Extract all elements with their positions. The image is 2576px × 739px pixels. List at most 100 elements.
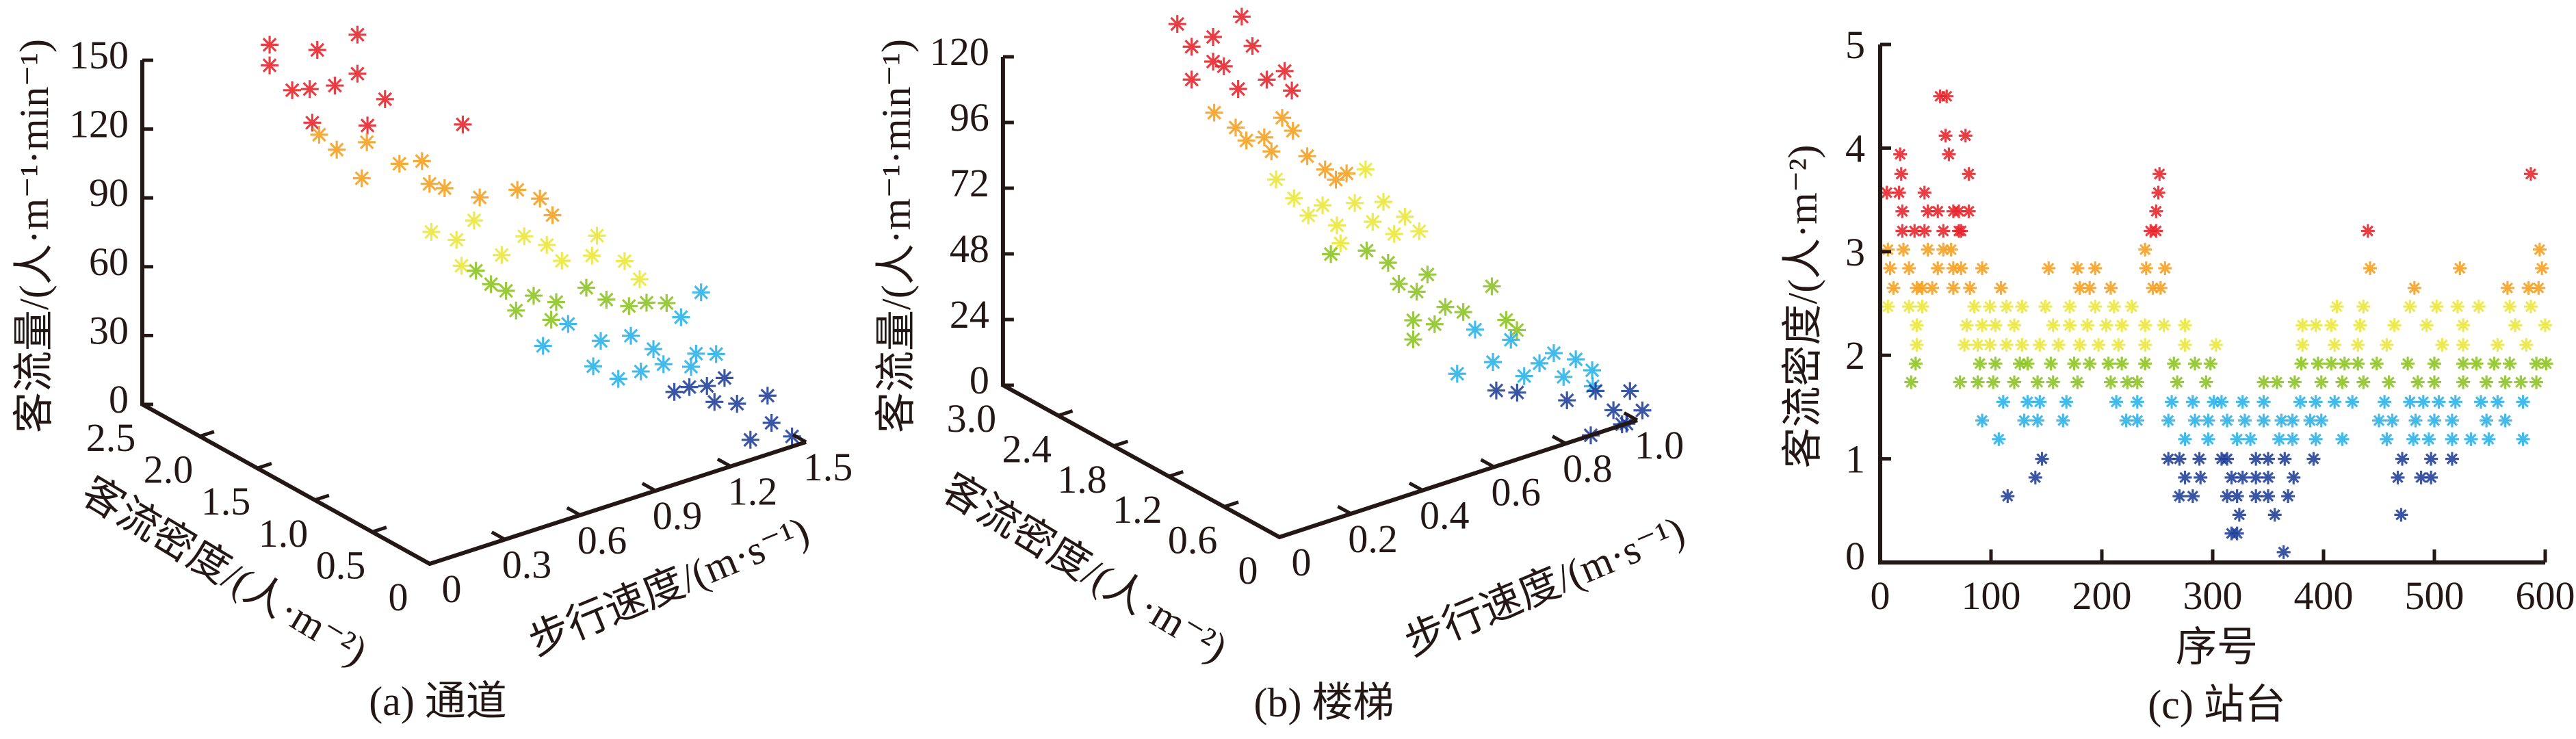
data-point bbox=[2363, 261, 2378, 276]
asterisk-stroke bbox=[2425, 471, 2437, 484]
data-point bbox=[2380, 432, 2394, 446]
data-point bbox=[2267, 508, 2282, 522]
data-point bbox=[762, 413, 781, 432]
data-point bbox=[2337, 356, 2352, 371]
asterisk-stroke bbox=[1485, 279, 1499, 294]
asterisk-stroke bbox=[1968, 300, 1980, 313]
data-point bbox=[741, 430, 759, 449]
asterisk-stroke bbox=[1954, 376, 1966, 388]
asterisk-stroke bbox=[2250, 490, 2262, 502]
asterisk-stroke bbox=[1916, 300, 1928, 313]
asterisk-stroke bbox=[1622, 384, 1637, 398]
asterisk-stroke bbox=[1905, 376, 1917, 388]
asterisk-stroke bbox=[1897, 225, 1908, 237]
flow-tick-label: 0 bbox=[109, 377, 129, 422]
asterisk-stroke bbox=[617, 254, 632, 268]
data-point bbox=[2351, 338, 2365, 352]
asterisk-stroke bbox=[611, 372, 626, 386]
asterisk-stroke bbox=[536, 339, 551, 353]
asterisk-stroke bbox=[1943, 148, 1955, 160]
x-tick-label: 500 bbox=[2405, 573, 2464, 618]
data-point bbox=[1953, 375, 1967, 389]
asterisk-stroke bbox=[623, 328, 638, 343]
asterisk-stroke bbox=[526, 288, 541, 303]
asterisk-stroke bbox=[2408, 282, 2421, 294]
data-point bbox=[680, 378, 699, 396]
data-point bbox=[1356, 160, 1375, 179]
data-point bbox=[1986, 375, 2001, 389]
axis-lines bbox=[140, 60, 807, 567]
asterisk-stroke bbox=[2105, 376, 2117, 388]
data-point bbox=[1375, 193, 1393, 211]
data-point bbox=[2453, 261, 2467, 276]
data-point bbox=[2356, 375, 2371, 389]
data-point bbox=[467, 261, 485, 280]
axis-lines bbox=[1000, 57, 1638, 540]
data-point bbox=[2308, 395, 2323, 409]
data-point bbox=[2538, 318, 2552, 333]
data-point bbox=[413, 152, 431, 170]
data-point bbox=[2276, 545, 2291, 559]
asterisk-stroke bbox=[329, 142, 344, 157]
data-point bbox=[2214, 395, 2228, 409]
data-point bbox=[2382, 375, 2396, 389]
data-point bbox=[553, 252, 571, 270]
data-point bbox=[1975, 413, 1990, 428]
asterisk-stroke bbox=[2045, 358, 2057, 370]
asterisk-stroke bbox=[2392, 471, 2404, 484]
asterisk-stroke bbox=[517, 229, 532, 244]
asterisk-stroke bbox=[1323, 247, 1338, 261]
data-point bbox=[1515, 367, 1533, 385]
data-point bbox=[1895, 204, 1910, 218]
data-point bbox=[2007, 375, 2022, 389]
data-point bbox=[2151, 185, 2165, 200]
data-point bbox=[2519, 338, 2534, 352]
data-point bbox=[1544, 344, 1563, 363]
data-point bbox=[2508, 318, 2523, 333]
asterisk-stroke bbox=[1893, 187, 1905, 198]
asterisk-stroke bbox=[2501, 282, 2514, 294]
data-point bbox=[2149, 224, 2163, 238]
asterisk-stroke bbox=[1184, 72, 1199, 87]
data-point bbox=[728, 395, 746, 413]
asterisk-stroke bbox=[2001, 300, 2012, 313]
data-point bbox=[1999, 300, 2014, 314]
asterisk-stroke bbox=[2310, 320, 2321, 331]
asterisk-stroke bbox=[2120, 415, 2132, 426]
asterisk-stroke bbox=[2008, 376, 2020, 388]
asterisk-stroke bbox=[1206, 29, 1221, 44]
asterisk-stroke bbox=[1918, 187, 1931, 198]
data-point bbox=[1897, 242, 1911, 257]
data-point bbox=[2111, 338, 2126, 352]
data-point bbox=[1910, 318, 1924, 333]
data-point bbox=[2278, 452, 2292, 466]
data-point bbox=[2490, 338, 2505, 352]
asterisk-stroke bbox=[2140, 262, 2152, 274]
data-point bbox=[482, 275, 500, 294]
asterisk-stroke bbox=[2425, 453, 2437, 465]
asterisk-stroke bbox=[437, 181, 452, 196]
data-point bbox=[2378, 395, 2392, 409]
data-point bbox=[2230, 526, 2244, 541]
asterisk-stroke bbox=[2346, 396, 2358, 408]
asterisk-stroke bbox=[2018, 415, 2030, 426]
asterisk-stroke bbox=[2016, 300, 2028, 313]
asterisk-stroke bbox=[2431, 300, 2443, 313]
data-point bbox=[2157, 318, 2171, 333]
asterisk-stroke bbox=[1239, 133, 1254, 148]
asterisk-stroke bbox=[2221, 453, 2233, 465]
data-point bbox=[1938, 129, 1953, 143]
asterisk-stroke bbox=[2174, 490, 2185, 502]
asterisk-stroke bbox=[1277, 64, 1292, 79]
data-point bbox=[2456, 318, 2471, 333]
asterisk-stroke bbox=[2310, 396, 2321, 408]
speed-tick-label: 1.0 bbox=[1635, 423, 1684, 467]
speed-tick bbox=[641, 482, 657, 493]
data-point bbox=[2080, 318, 2094, 333]
asterisk-stroke bbox=[350, 27, 365, 42]
asterisk-stroke bbox=[1339, 166, 1354, 181]
asterisk-stroke bbox=[634, 364, 649, 379]
density-tick-label: 2.4 bbox=[1002, 426, 1052, 471]
data-point bbox=[1902, 300, 1916, 314]
data-point bbox=[538, 236, 556, 255]
